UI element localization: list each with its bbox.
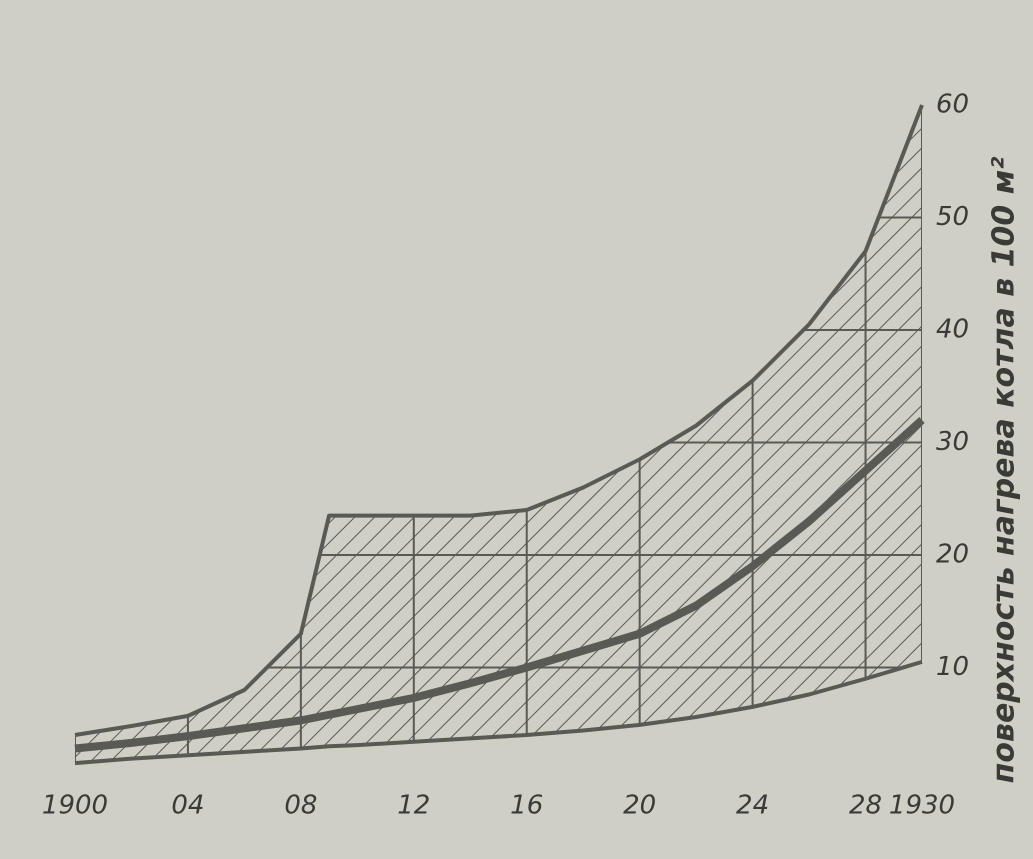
x-tick-label: 24 <box>736 791 769 821</box>
x-tick-label: 20 <box>623 791 656 821</box>
series-line <box>74 417 925 753</box>
x-tick-label: 08 <box>284 791 317 821</box>
x-tick-label: 1900 <box>42 791 108 821</box>
series-line <box>74 104 924 737</box>
series-line <box>74 659 923 766</box>
y-tick-label: 40 <box>936 315 969 345</box>
y-tick-label: 50 <box>936 202 969 232</box>
y-axis-label: поверхность нагрева котла в 100 м² <box>987 157 1022 784</box>
x-tick-label: 04 <box>171 791 204 821</box>
x-tick-label: 1930 <box>889 791 955 821</box>
y-tick-label: 20 <box>936 540 969 570</box>
x-tick-label: 16 <box>510 791 543 821</box>
y-tick-label: 60 <box>936 90 969 120</box>
band-fill <box>75 105 922 764</box>
y-tick-label: 10 <box>936 652 969 682</box>
y-tick-label: 30 <box>936 427 969 457</box>
x-tick-label: 12 <box>397 791 430 821</box>
x-tick-label: 28 <box>849 791 882 821</box>
